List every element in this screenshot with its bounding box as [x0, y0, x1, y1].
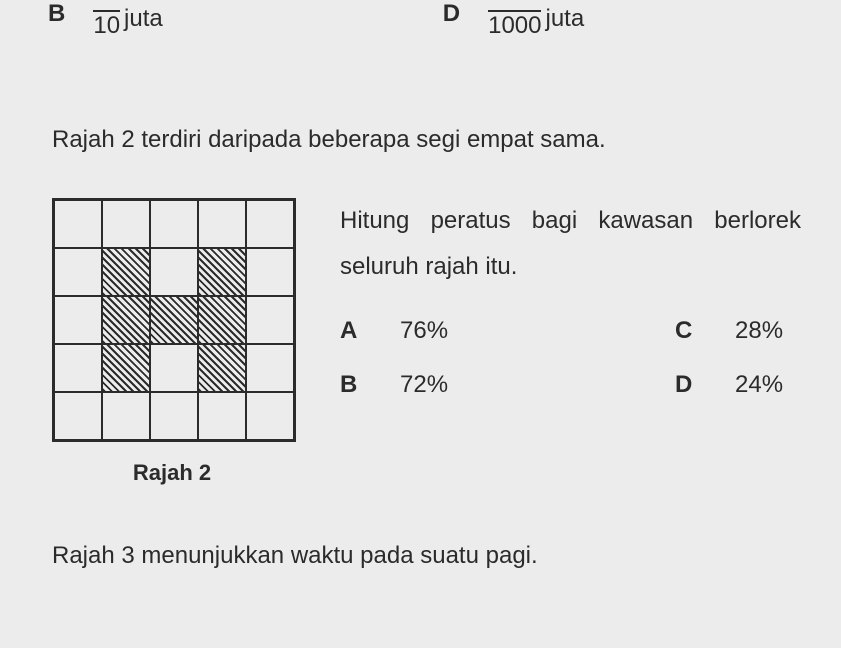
- fraction-numerator: [93, 0, 120, 12]
- option-D: D 1000 juta: [443, 0, 584, 38]
- fraction-expression: 10 juta: [93, 0, 162, 38]
- question-intro: Rajah 2 terdiri daripada beberapa segi e…: [52, 126, 801, 154]
- option-letter: B: [340, 371, 364, 399]
- option-letter: C: [675, 317, 699, 345]
- unit-text: juta: [124, 5, 163, 33]
- option-A: A 76%: [340, 317, 466, 345]
- figure-column: Rajah 2: [52, 198, 296, 486]
- option-value: 76%: [400, 317, 466, 345]
- grid-cell: [54, 392, 102, 440]
- grid-cell: [150, 248, 198, 296]
- answer-options: A 76% C 28% B 72% D 24%: [340, 317, 801, 399]
- answer-row: A 76% C 28%: [340, 317, 801, 345]
- figure-grid: [52, 198, 296, 442]
- question-body: Rajah 2 Hitung peratus bagi kawasan berl…: [52, 198, 801, 486]
- grid-cell: [102, 344, 150, 392]
- fraction-expression: 1000 juta: [488, 0, 584, 38]
- unit-text: juta: [545, 5, 584, 33]
- option-letter: A: [340, 317, 364, 345]
- option-letter: D: [443, 0, 460, 28]
- grid-cell: [150, 392, 198, 440]
- grid-cell: [198, 296, 246, 344]
- option-letter: B: [48, 0, 65, 28]
- option-D: D 24%: [675, 371, 801, 399]
- grid-cell: [54, 200, 102, 248]
- option-value: 24%: [735, 371, 801, 399]
- grid-cell: [102, 296, 150, 344]
- grid-cell: [246, 200, 294, 248]
- fraction: 10: [93, 0, 120, 38]
- question-stem: Hitung peratus bagi kawasan berlorek sel…: [340, 198, 801, 289]
- fraction-denominator: 10: [93, 12, 120, 38]
- grid-cell: [246, 392, 294, 440]
- option-value: 28%: [735, 317, 801, 345]
- grid-cell: [198, 344, 246, 392]
- fraction-denominator: 1000: [488, 12, 541, 38]
- grid-cell: [246, 248, 294, 296]
- grid-cell: [150, 344, 198, 392]
- grid-cell: [54, 248, 102, 296]
- grid-cell: [54, 296, 102, 344]
- option-B: B 10 juta: [48, 0, 163, 38]
- grid-cell: [150, 200, 198, 248]
- grid-cell: [150, 296, 198, 344]
- grid-cell: [246, 344, 294, 392]
- answer-row: B 72% D 24%: [340, 371, 801, 399]
- next-question-intro: Rajah 3 menunjukkan waktu pada suatu pag…: [52, 542, 801, 570]
- grid-cell: [102, 200, 150, 248]
- prev-question-options-row: B 10 juta D 1000 juta: [52, 0, 801, 38]
- fraction: 1000: [488, 0, 541, 38]
- grid-cell: [102, 248, 150, 296]
- grid-cell: [102, 392, 150, 440]
- option-B: B 72%: [340, 371, 466, 399]
- figure-caption: Rajah 2: [52, 460, 292, 486]
- grid-cell: [198, 392, 246, 440]
- option-C: C 28%: [675, 317, 801, 345]
- grid-cell: [54, 344, 102, 392]
- page: B 10 juta D 1000 juta Rajah 2 terdiri da…: [0, 0, 841, 648]
- grid-cell: [198, 200, 246, 248]
- question-right-column: Hitung peratus bagi kawasan berlorek sel…: [340, 198, 801, 425]
- option-value: 72%: [400, 371, 466, 399]
- option-letter: D: [675, 371, 699, 399]
- grid-cell: [198, 248, 246, 296]
- fraction-numerator: [488, 0, 541, 12]
- grid-cell: [246, 296, 294, 344]
